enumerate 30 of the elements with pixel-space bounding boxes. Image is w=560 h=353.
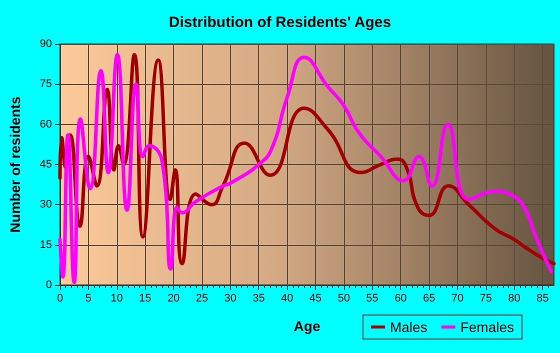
- x-tick-label: 60: [394, 292, 407, 304]
- y-tick-label: 90: [40, 38, 52, 50]
- x-tick-label: 15: [139, 292, 152, 304]
- legend-label: Males: [390, 319, 428, 335]
- x-tick-label: 85: [536, 292, 549, 304]
- x-tick-label: 5: [85, 292, 92, 304]
- x-tick-label: 55: [366, 292, 378, 304]
- x-tick-label: 40: [281, 292, 294, 304]
- x-tick-label: 45: [309, 292, 322, 304]
- x-tick-label: 80: [508, 292, 520, 304]
- y-tick-label: 15: [40, 238, 52, 251]
- x-tick-label: 75: [480, 292, 492, 304]
- x-tick-label: 25: [196, 292, 208, 304]
- x-tick-label: 30: [224, 292, 236, 304]
- x-tick-label: 35: [252, 292, 265, 304]
- y-tick-label: 45: [40, 158, 52, 170]
- x-axis-title: Age: [294, 318, 320, 334]
- x-tick-label: 70: [451, 292, 464, 304]
- y-tick-label: 75: [40, 78, 52, 90]
- x-tick-label: 10: [110, 292, 123, 304]
- y-axis-title: Number of residents: [7, 96, 23, 233]
- chart-title: Distribution of Residents' Ages: [168, 14, 392, 31]
- y-tick-label: 30: [40, 198, 52, 211]
- x-tick-label: 0: [56, 292, 64, 304]
- x-tick-label: 65: [422, 292, 436, 304]
- y-tick-label: 60: [40, 118, 52, 130]
- x-tick-label: 20: [167, 292, 180, 304]
- x-tick-label: 50: [338, 292, 350, 304]
- y-tick-label: 0: [46, 279, 52, 291]
- legend-label: Females: [460, 319, 514, 335]
